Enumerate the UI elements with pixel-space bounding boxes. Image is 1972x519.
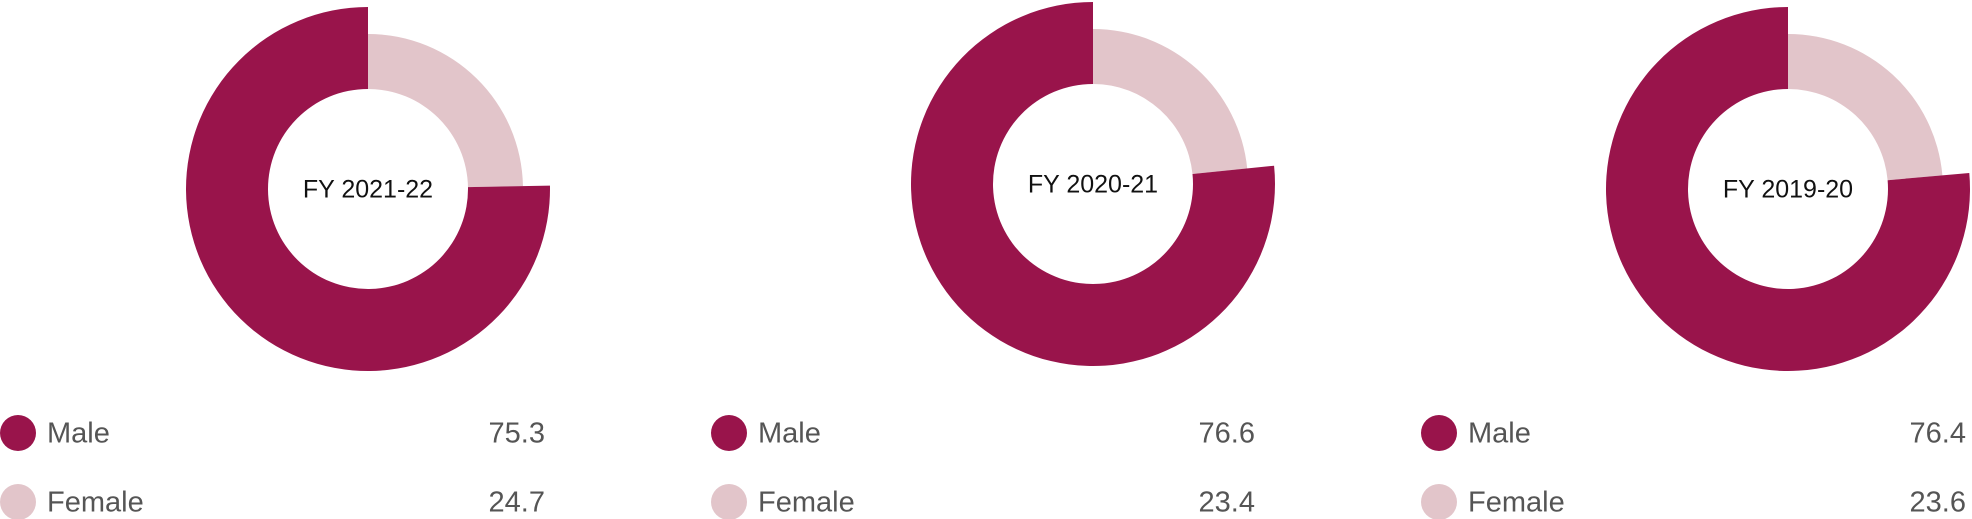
- legend-label: Male: [758, 418, 821, 450]
- center-label: FY 2019-20: [1723, 176, 1853, 204]
- legend-value: 75.3: [489, 418, 545, 450]
- legend-label: Female: [47, 487, 144, 519]
- legend-label: Male: [47, 418, 110, 450]
- legend-label: Female: [758, 487, 855, 519]
- legend-label: Female: [1468, 487, 1565, 519]
- center-label: FY 2021-22: [303, 176, 433, 204]
- donut-segment: [1788, 34, 1943, 181]
- legend-value: 76.4: [1910, 418, 1966, 450]
- donut-segment: [1093, 29, 1248, 174]
- legend-swatch: [0, 415, 36, 451]
- legend-value: 76.6: [1199, 418, 1255, 450]
- donut-segment: [368, 34, 523, 188]
- legend-value: 23.4: [1199, 487, 1255, 519]
- donut-segment: [186, 7, 550, 371]
- donut-segment: [1606, 7, 1970, 372]
- legend-swatch: [0, 484, 36, 519]
- legend-swatch: [1421, 484, 1457, 519]
- center-label: FY 2020-21: [1028, 171, 1158, 199]
- legend-label: Male: [1468, 418, 1531, 450]
- legend-swatch: [711, 415, 747, 451]
- donut-segment: [910, 2, 1275, 366]
- legend-swatch: [711, 484, 747, 519]
- legend-value: 24.7: [489, 487, 545, 519]
- legend-swatch: [1421, 415, 1457, 451]
- legend-value: 23.6: [1910, 487, 1966, 519]
